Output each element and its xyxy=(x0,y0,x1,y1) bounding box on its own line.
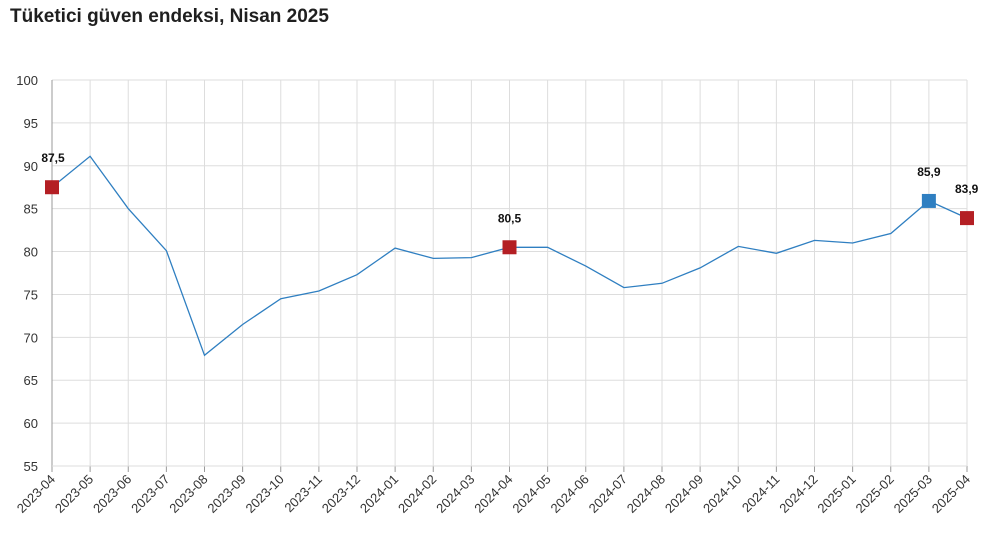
x-tick-label: 2024-03 xyxy=(433,472,477,516)
y-tick-label: 65 xyxy=(24,373,38,388)
data-markers xyxy=(45,180,974,255)
data-label: 87,5 xyxy=(41,151,65,165)
y-tick-label: 85 xyxy=(24,202,38,217)
x-tick-label: 2024-11 xyxy=(739,472,783,516)
x-tick-label: 2023-10 xyxy=(243,472,287,516)
x-tick-label: 2024-06 xyxy=(548,472,592,516)
x-tick-label: 2025-03 xyxy=(891,472,935,516)
y-tick-label: 60 xyxy=(24,416,38,431)
x-tick-label: 2025-04 xyxy=(929,472,973,516)
x-tick-labels: 2023-042023-052023-062023-072023-082023-… xyxy=(14,472,973,516)
chart-title: Tüketici güven endeksi, Nisan 2025 xyxy=(10,6,329,27)
x-tick-label: 2025-02 xyxy=(853,472,897,516)
y-tick-label: 70 xyxy=(24,330,38,345)
y-tick-labels: 55 60 65 70 75 80 85 90 95 100 xyxy=(16,73,38,474)
x-tick-label: 2023-07 xyxy=(128,472,172,516)
data-point-marker xyxy=(502,240,517,255)
data-labels: 87,5 80,5 85,9 83,9 xyxy=(41,151,978,225)
x-tick-label: 2024-02 xyxy=(395,472,439,516)
x-tick-label: 2023-04 xyxy=(14,472,58,516)
y-tick-label: 95 xyxy=(24,116,38,131)
y-tick-label: 80 xyxy=(24,245,38,260)
y-tick-label: 100 xyxy=(16,73,38,88)
x-tick-label: 2024-08 xyxy=(624,472,668,516)
x-tick-label: 2025-01 xyxy=(814,472,858,516)
x-tick-label: 2023-11 xyxy=(281,472,325,516)
y-tick-label: 90 xyxy=(24,159,38,174)
data-point-marker xyxy=(921,193,936,208)
x-tick-label: 2023-12 xyxy=(319,472,363,516)
x-tick-label: 2023-09 xyxy=(204,472,248,516)
x-tick-label: 2023-06 xyxy=(90,472,134,516)
data-point-marker xyxy=(45,180,59,195)
x-tick-label: 2024-12 xyxy=(776,472,820,516)
data-label: 80,5 xyxy=(498,211,522,225)
data-point-marker xyxy=(960,211,974,226)
x-tick-label: 2023-08 xyxy=(166,472,210,516)
grid xyxy=(51,79,968,467)
x-tick-label: 2024-09 xyxy=(662,472,706,516)
y-tick-label: 55 xyxy=(24,459,38,474)
x-tick-label: 2024-04 xyxy=(471,472,515,516)
x-tick-label: 2024-07 xyxy=(586,472,630,516)
data-label: 83,9 xyxy=(955,182,979,196)
x-tick-label: 2024-10 xyxy=(700,472,744,516)
y-tick-label: 75 xyxy=(24,287,38,302)
x-tick-label: 2024-05 xyxy=(509,472,553,516)
x-tick-label: 2024-01 xyxy=(357,472,401,516)
x-tick-label: 2023-05 xyxy=(52,472,96,516)
data-label: 85,9 xyxy=(917,165,941,179)
axes xyxy=(51,80,968,472)
